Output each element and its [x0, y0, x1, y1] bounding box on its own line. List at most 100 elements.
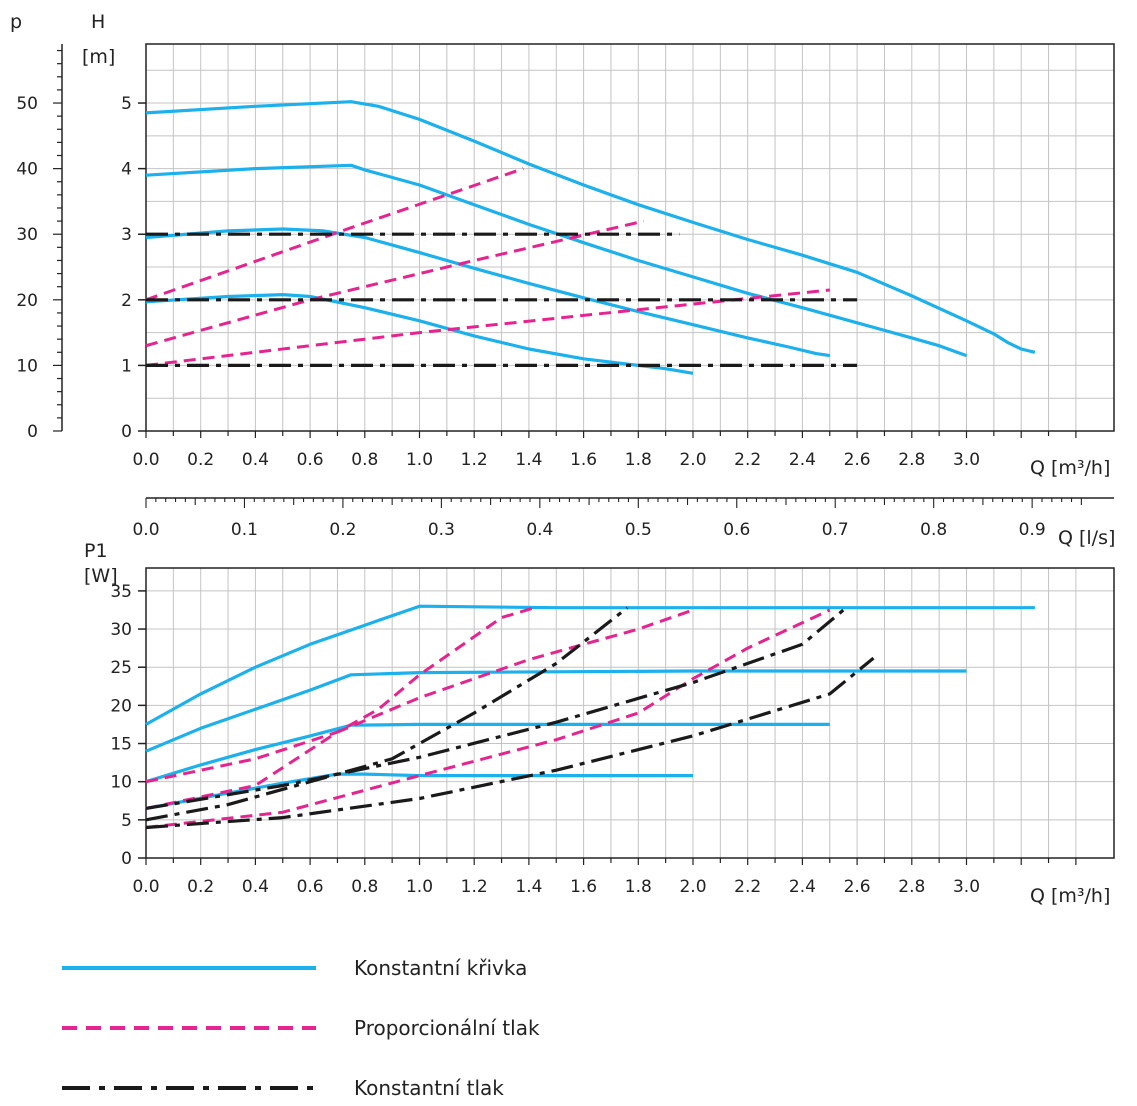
flow-ls-axis-title: Q [l/s]: [1058, 527, 1115, 549]
pressure-tick-label: 10: [16, 356, 38, 376]
y-tick-label: 5: [121, 94, 132, 114]
head-chart-frame: [145, 43, 1115, 432]
power-chart-x-axis-title: Q [m³/h]: [1030, 885, 1110, 907]
x-tick-label: 3.0: [953, 877, 980, 897]
x-tick-label: 1.0: [406, 450, 433, 470]
y-tick-label: 2: [121, 291, 132, 311]
power-chart-y-tick-labels: 0 5 10 15 20 25 30 35: [110, 582, 146, 869]
flow-ls-tick-label: 0.4: [526, 520, 553, 540]
y-tick-label: 4: [121, 160, 132, 180]
x-tick-label: 1.4: [515, 450, 542, 470]
series-line-constant-pressure-10: [145, 606, 848, 810]
legend-label-constant-curve: Konstantní křivka: [354, 956, 527, 980]
flow-ls-tick-label: 0.7: [822, 520, 849, 540]
y-tick-label: 1: [121, 356, 132, 376]
x-tick-label: 2.0: [679, 450, 706, 470]
power-chart: 0.0 0.2 0.4 0.6 0.8 1.0 1.2 1.4 1.6 1.8 2.0 2.2 2.4 2…: [84, 540, 1115, 907]
x-tick-label: 1.0: [406, 877, 433, 897]
x-tick-label: 0.8: [351, 877, 378, 897]
x-tick-label: 2.6: [844, 877, 871, 897]
head-chart-series: [145, 100, 1036, 375]
x-tick-label: 1.2: [461, 450, 488, 470]
x-tick-label: 0.6: [297, 450, 324, 470]
series-line-proportional-pressure-6: [145, 219, 645, 348]
x-tick-label: 3.0: [953, 450, 980, 470]
x-tick-label: 1.4: [515, 877, 542, 897]
legend-label-constant-pressure: Konstantní tlak: [354, 1076, 504, 1100]
y-tick-label: 30: [110, 620, 132, 640]
pressure-tick-label: 20: [16, 291, 38, 311]
x-tick-label: 0.4: [242, 450, 269, 470]
x-tick-label: 0.4: [242, 877, 269, 897]
series-line-constant-pressure-9: [145, 656, 875, 830]
series-line-constant-curve-4: [145, 772, 693, 810]
pressure-tick-label: 40: [16, 160, 38, 180]
y-tick-label: 15: [110, 735, 132, 755]
x-tick-label: 0.0: [132, 877, 159, 897]
series-line-constant-curve-2: [145, 163, 968, 358]
head-chart-y-tick-labels: 0 1 2 3 4 5 [m]: [82, 46, 146, 442]
series-line-constant-curve-1: [145, 100, 1036, 354]
series-line-constant-curve-3: [145, 227, 831, 358]
y-tick-label: 25: [110, 658, 132, 678]
x-tick-label: 2.4: [789, 877, 816, 897]
x-tick-label: 2.4: [789, 450, 816, 470]
x-tick-label: 0.8: [351, 450, 378, 470]
legend-label-proportional-pressure: Proporcionální tlak: [354, 1016, 540, 1040]
series-line-constant-curve-1: [145, 604, 1035, 726]
y-tick-label: 35: [110, 582, 132, 602]
x-tick-label: 0.2: [187, 877, 214, 897]
power-chart-series: [145, 604, 1035, 830]
series-line-constant-curve-3: [145, 722, 830, 784]
flow-ls-tick-label: 0.1: [231, 520, 258, 540]
x-tick-label: 2.2: [734, 877, 761, 897]
pressure-tick-label: 30: [16, 225, 38, 245]
y-tick-label: 0: [121, 422, 132, 442]
power-axis-title-line1: P1: [84, 540, 108, 562]
head-axis-title: H: [91, 11, 105, 33]
series-line-proportional-pressure-7: [145, 608, 831, 829]
legend: Konstantní křivka Proporcionální tlak Kons…: [62, 956, 540, 1100]
head-chart-x-tick-labels: 0.0 0.2 0.4 0.6 0.8 1.0 1.2 1.4 1.6 1.8 2.0 2.2 2.4 2…: [132, 450, 980, 470]
x-tick-label: 1.8: [625, 877, 652, 897]
x-tick-label: 2.8: [898, 877, 925, 897]
head-axis-unit: [m]: [82, 46, 115, 68]
y-tick-label: 20: [110, 696, 132, 716]
pressure-tick-label: 0: [27, 422, 38, 442]
x-tick-label: 2.2: [734, 450, 761, 470]
flow-ls-tick-label: 0.2: [329, 520, 356, 540]
x-tick-label: 0.6: [297, 877, 324, 897]
head-chart: 0.0 0.2 0.4 0.6 0.8 1.0 1.2 1.4 1.6 1.8 2.0 2.2 2.4 2…: [10, 11, 1115, 479]
pressure-tick-label: 50: [16, 94, 38, 114]
pressure-axis-title: p: [10, 11, 22, 33]
series-line-proportional-pressure-5: [145, 167, 524, 302]
x-tick-label: 1.8: [625, 450, 652, 470]
x-tick-label: 0.0: [132, 450, 159, 470]
flow-ls-tick-label: 0.5: [625, 520, 652, 540]
flow-ls-tick-label: 0.9: [1019, 520, 1046, 540]
flow-ls-tick-label: 0.6: [723, 520, 750, 540]
series-line-constant-pressure-8: [145, 606, 629, 822]
head-axis-title-text: H: [91, 11, 105, 33]
power-axis-title-line2: [W]: [84, 565, 118, 587]
flow-ls-axis: 0.0 0.1 0.2 0.3 0.4 0.5 0.6 0.7 0.8 0.9 Q [l/s]: [132, 497, 1115, 549]
head-chart-x-axis-title: Q [m³/h]: [1030, 457, 1110, 479]
series-line-constant-curve-2: [145, 669, 967, 753]
x-tick-label: 2.8: [898, 450, 925, 470]
y-tick-label: 5: [121, 811, 132, 831]
flow-ls-tick-label: 0.8: [920, 520, 947, 540]
power-chart-x-tick-labels: 0.0 0.2 0.4 0.6 0.8 1.0 1.2 1.4 1.6 1.8 2.0 2.2 2.4 2…: [132, 877, 980, 897]
x-tick-label: 2.0: [679, 877, 706, 897]
x-tick-label: 1.6: [570, 450, 597, 470]
power-chart-frame: [145, 567, 1115, 859]
x-tick-label: 0.2: [187, 450, 214, 470]
x-tick-label: 1.6: [570, 877, 597, 897]
y-tick-label: 3: [121, 225, 132, 245]
flow-ls-tick-label: 0.3: [428, 520, 455, 540]
flow-ls-tick-label: 0.0: [132, 520, 159, 540]
pressure-axis: 0 10 20 30 40 50: [16, 44, 63, 442]
series-line-proportional-pressure-5: [145, 606, 535, 784]
flow-ls-axis-ticks: 0.0 0.1 0.2 0.3 0.4 0.5 0.6 0.7 0.8 0.9: [132, 498, 1082, 540]
y-tick-label: 0: [121, 849, 132, 869]
